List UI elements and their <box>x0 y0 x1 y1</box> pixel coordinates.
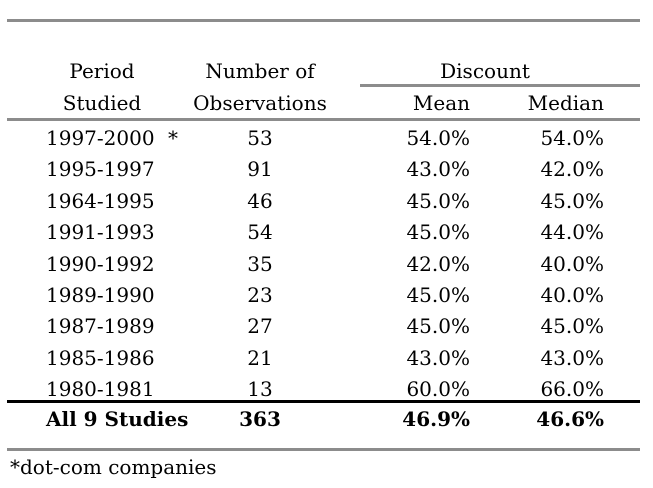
row-observations: 54 <box>247 220 273 244</box>
row-observations: 35 <box>247 252 273 276</box>
row-median: 45.0% <box>540 189 604 213</box>
row-observations: 53 <box>247 126 273 150</box>
total-rule <box>7 400 640 403</box>
row-mean: 60.0% <box>406 377 470 401</box>
header-number-of: Number of <box>205 59 315 83</box>
row-median: 42.0% <box>540 157 604 181</box>
header-mean: Mean <box>412 91 470 115</box>
row-observations: 46 <box>247 189 273 213</box>
row-median: 44.0% <box>540 220 604 244</box>
header-median: Median <box>527 91 604 115</box>
row-median: 40.0% <box>540 252 604 276</box>
row-mean: 45.0% <box>406 189 470 213</box>
row-mean: 54.0% <box>406 126 470 150</box>
row-marker: * <box>168 126 178 150</box>
row-mean: 45.0% <box>406 314 470 338</box>
total-label: All 9 Studies <box>46 407 189 431</box>
row-period: 1995-1997 <box>46 157 155 181</box>
row-median: 40.0% <box>540 283 604 307</box>
row-mean: 45.0% <box>406 220 470 244</box>
header-period: Period <box>69 59 135 83</box>
total-observations: 363 <box>239 407 281 431</box>
bottom-rule <box>7 448 640 451</box>
row-mean: 43.0% <box>406 346 470 370</box>
header-discount: Discount <box>440 59 530 83</box>
row-period: 1987-1989 <box>46 314 155 338</box>
discount-rule <box>360 84 640 87</box>
row-median: 54.0% <box>540 126 604 150</box>
row-period: 1991-1993 <box>46 220 155 244</box>
row-period: 1989-1990 <box>46 283 155 307</box>
row-period: 1997-2000 <box>46 126 155 150</box>
row-observations: 91 <box>247 157 273 181</box>
row-observations: 23 <box>247 283 273 307</box>
row-median: 45.0% <box>540 314 604 338</box>
row-mean: 42.0% <box>406 252 470 276</box>
footnote: *dot-com companies <box>10 455 217 479</box>
total-median: 46.6% <box>536 407 604 431</box>
header-observations: Observations <box>193 91 327 115</box>
header-rule <box>7 118 640 121</box>
row-observations: 21 <box>247 346 273 370</box>
row-median: 66.0% <box>540 377 604 401</box>
top-rule <box>7 19 640 22</box>
row-mean: 43.0% <box>406 157 470 181</box>
row-period: 1964-1995 <box>46 189 155 213</box>
row-median: 43.0% <box>540 346 604 370</box>
row-period: 1990-1992 <box>46 252 155 276</box>
row-observations: 27 <box>247 314 273 338</box>
row-observations: 13 <box>247 377 273 401</box>
header-studied: Studied <box>62 91 142 115</box>
row-period: 1980-1981 <box>46 377 155 401</box>
row-period: 1985-1986 <box>46 346 155 370</box>
row-mean: 45.0% <box>406 283 470 307</box>
total-mean: 46.9% <box>402 407 470 431</box>
